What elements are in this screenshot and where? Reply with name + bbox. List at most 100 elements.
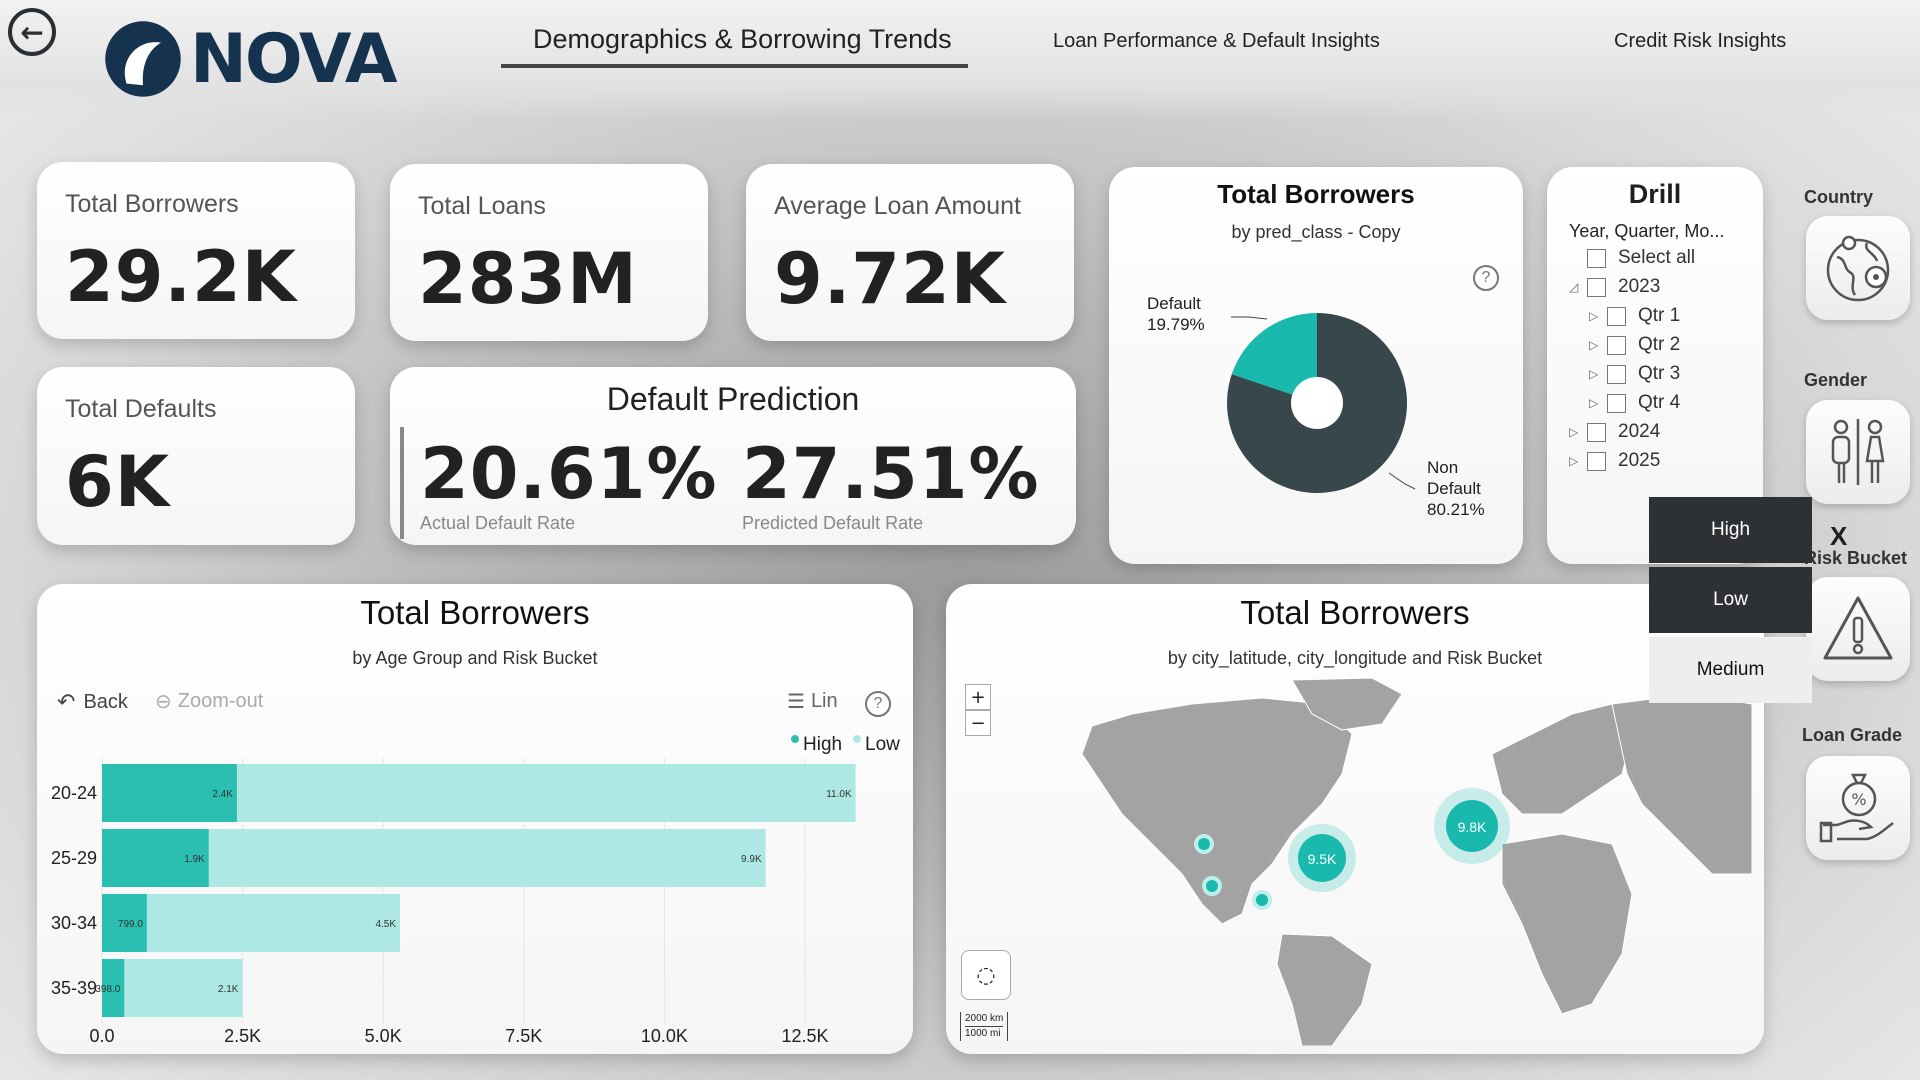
globe-icon <box>1826 235 1890 302</box>
non-default-pct: 80.21% <box>1427 500 1485 519</box>
bar-low <box>146 894 401 952</box>
drill-item-label: Qtr 1 <box>1638 305 1681 326</box>
actual-default-rate-value: 20.61% <box>420 433 718 515</box>
donut-slice-default <box>1231 313 1317 403</box>
world-map: 9.8K 9.5K <box>1081 677 1752 1046</box>
tab-demographics[interactable]: Demographics & Borrowing Trends <box>533 24 952 54</box>
risk-option-low[interactable]: Low <box>1649 567 1812 633</box>
back-button[interactable]: ↶ Back <box>57 689 128 715</box>
svg-text:%: % <box>1851 790 1866 809</box>
expand-arrow-icon[interactable]: ▷ <box>1589 338 1599 352</box>
country-label: Country <box>1804 187 1873 207</box>
kpi-card-average-loan: Average Loan Amount 9.72K <box>746 164 1074 341</box>
checkbox[interactable] <box>1607 364 1626 384</box>
expand-arrow-icon[interactable]: ▷ <box>1589 309 1599 323</box>
expand-arrow-icon[interactable]: ◿ <box>1569 280 1579 294</box>
risk-bucket-filter-button[interactable] <box>1806 577 1910 681</box>
gender-filter-button[interactable] <box>1806 400 1910 504</box>
drill-item[interactable]: ▷ Qtr 1 <box>1589 305 1680 327</box>
kpi-label: Total Defaults <box>65 395 217 423</box>
kpi-label: Total Loans <box>418 192 546 220</box>
loan-grade-filter-button[interactable]: % <box>1806 756 1910 860</box>
bar-chart-subtitle: by Age Group and Risk Bucket <box>352 648 598 668</box>
map-north-america <box>1081 697 1353 925</box>
kpi-label: Total Borrowers <box>65 190 239 218</box>
map-zoom-in-button[interactable]: + <box>965 684 991 710</box>
donut-hole <box>1291 377 1343 429</box>
zoom-out-button[interactable]: ⊖ Zoom-out <box>155 689 263 714</box>
bar-high <box>102 764 237 822</box>
map-bubble-us-east-label: 9.5K <box>1308 851 1337 867</box>
zoom-out-icon: ⊖ <box>155 691 172 713</box>
checkbox[interactable] <box>1587 248 1606 268</box>
drill-item[interactable]: ▷ Qtr 4 <box>1589 392 1680 414</box>
risk-option-medium[interactable]: Medium <box>1649 637 1812 703</box>
lin-toggle[interactable]: ☰ Lin <box>787 689 838 714</box>
map-scale-km: 2000 km <box>965 1012 1004 1027</box>
checkbox[interactable] <box>1607 306 1626 326</box>
lasso-select-button[interactable]: ◌ <box>961 950 1011 1000</box>
default-leader-line <box>1231 316 1268 320</box>
kpi-card-total-loans: Total Loans 283M <box>390 164 708 341</box>
bar-high <box>102 959 125 1017</box>
drill-item[interactable]: ▷ 2024 <box>1569 421 1660 443</box>
default-slice-label: Default 19.79% <box>1147 293 1205 335</box>
tab-loan-performance[interactable]: Loan Performance & Default Insights <box>1053 30 1380 52</box>
map-scale-mi: 1000 mi <box>965 1028 1001 1039</box>
x-tick-label: 2.5K <box>224 1026 261 1046</box>
default-prediction-card: Default Prediction 20.61% Actual Default… <box>390 367 1076 545</box>
bar-chart: 0.0 2.5K 5.0K 7.5K 10.0K 12.5K 20-24 2.4K 11.0K 2… <box>51 758 856 1046</box>
drill-subtitle: Year, Quarter, Mo... <box>1569 221 1725 241</box>
risk-menu-close-button[interactable]: X <box>1830 521 1848 551</box>
map-europe <box>1491 703 1633 815</box>
bar-low <box>208 829 766 887</box>
legend-swatch-low <box>853 735 861 743</box>
drill-item[interactable]: ▷ Qtr 3 <box>1589 363 1680 385</box>
map-subtitle: by city_latitude, city_longitude and Ris… <box>1167 648 1543 668</box>
expand-arrow-icon[interactable]: ▷ <box>1569 454 1579 468</box>
map-title: Total Borrowers <box>1240 594 1470 631</box>
map-asia <box>1611 693 1752 875</box>
default-label: Default <box>1147 294 1201 313</box>
expand-arrow-icon[interactable]: ▷ <box>1589 367 1599 381</box>
expand-arrow-icon[interactable]: ▷ <box>1569 425 1579 439</box>
tab-credit-risk[interactable]: Credit Risk Insights <box>1614 30 1787 52</box>
map-zoom-out-button[interactable]: − <box>965 710 991 736</box>
non-default-label-2: Default <box>1427 479 1481 498</box>
zoom-out-label: Zoom-out <box>177 690 264 712</box>
divider <box>400 427 404 539</box>
loan-grade-label: Loan Grade <box>1802 725 1903 745</box>
predicted-default-rate-value: 27.51% <box>742 433 1040 515</box>
map-bubble-us-west-2 <box>1202 876 1222 896</box>
checkbox[interactable] <box>1607 393 1626 413</box>
legend-swatch-high <box>791 735 799 743</box>
data-label: 4.5K <box>375 919 396 930</box>
non-default-leader-line <box>1388 472 1416 490</box>
back-arrow-icon[interactable]: ← <box>8 8 56 56</box>
kpi-value: 6K <box>65 441 170 523</box>
expand-arrow-icon[interactable]: ▷ <box>1589 396 1599 410</box>
map-bubble-us-east <box>1298 834 1346 882</box>
data-label: 799.0 <box>118 919 143 930</box>
map-scale-bar: 2000 km 1000 mi <box>960 1012 1009 1041</box>
checkbox[interactable] <box>1587 451 1606 471</box>
risk-option-high[interactable]: High <box>1649 497 1812 563</box>
lin-label: Lin <box>810 690 838 712</box>
drill-item[interactable]: Select all <box>1569 247 1695 269</box>
kpi-value: 9.72K <box>774 238 1006 320</box>
drill-item-label: 2025 <box>1618 450 1661 471</box>
risk-bucket-menu: High Low Medium <box>1649 497 1812 707</box>
country-filter-button[interactable] <box>1806 216 1910 320</box>
checkbox[interactable] <box>1607 335 1626 355</box>
legend-item-high: High <box>791 734 842 756</box>
x-tick-label: 12.5K <box>781 1026 828 1046</box>
drill-item[interactable]: ▷ 2025 <box>1569 450 1660 472</box>
non-default-label-1: Non <box>1427 458 1459 477</box>
help-icon[interactable]: ? <box>865 691 891 717</box>
drill-item[interactable]: ▷ Qtr 2 <box>1589 334 1680 356</box>
drill-item[interactable]: ◿ 2023 <box>1569 276 1660 298</box>
checkbox[interactable] <box>1587 422 1606 442</box>
actual-default-rate-label: Actual Default Rate <box>420 513 576 533</box>
checkbox[interactable] <box>1587 277 1606 297</box>
help-icon[interactable]: ? <box>1473 265 1499 291</box>
